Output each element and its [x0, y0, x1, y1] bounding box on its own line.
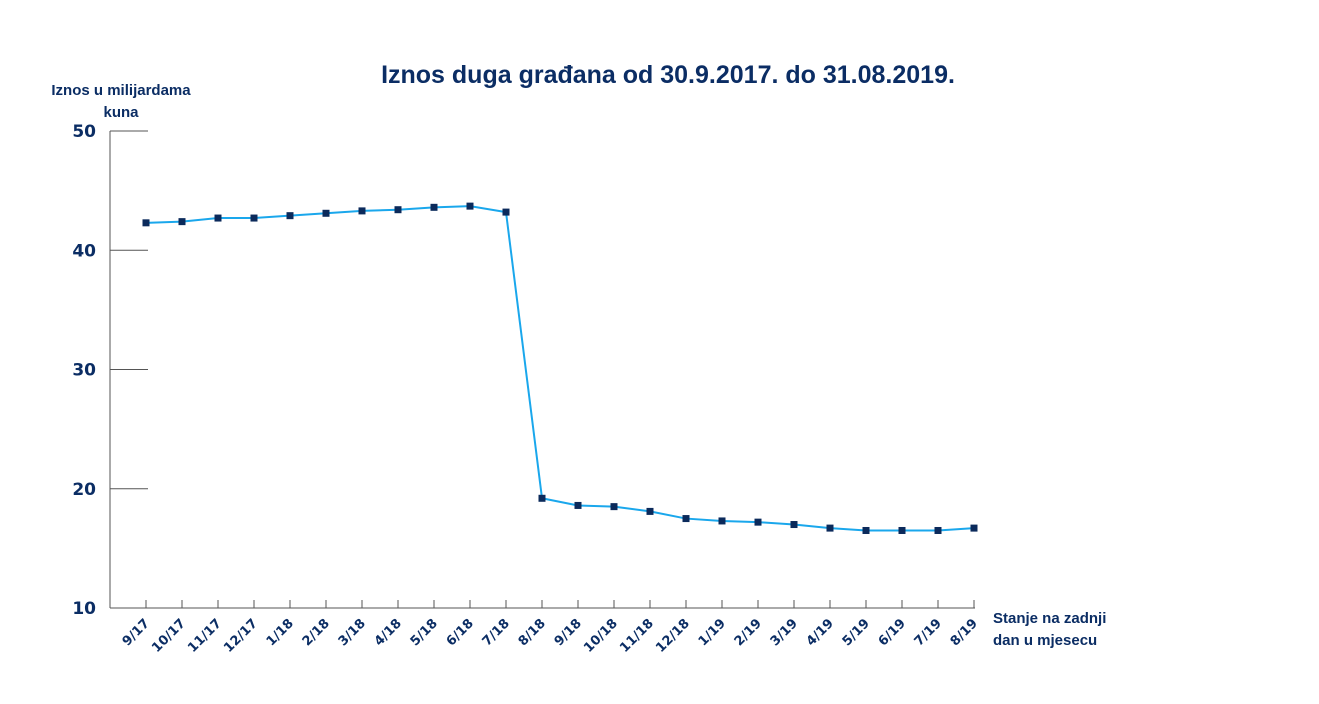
- data-point-marker: [826, 524, 834, 532]
- x-tick-label: 3/19: [768, 616, 801, 649]
- x-tick-label: 2/19: [732, 616, 765, 649]
- x-tick-label: 6/18: [444, 616, 477, 649]
- data-point-marker: [466, 202, 474, 210]
- data-point-marker: [502, 208, 510, 216]
- x-tick-label: 11/18: [617, 616, 657, 656]
- x-tick-label: 9/17: [120, 616, 153, 649]
- data-point-marker: [970, 524, 978, 532]
- x-axis-label-line-2: dan u mjesecu: [993, 632, 1097, 649]
- x-tick-label: 2/18: [300, 616, 333, 649]
- data-point-marker: [358, 207, 366, 215]
- x-tick-label: 6/19: [876, 616, 909, 649]
- y-tick-label: 20: [72, 480, 96, 500]
- data-point-marker: [250, 214, 258, 222]
- data-point-marker: [322, 209, 330, 217]
- x-tick-label: 10/18: [581, 616, 621, 656]
- x-tick-label: 7/19: [912, 616, 945, 649]
- x-tick-label: 8/19: [948, 616, 981, 649]
- data-point-marker: [610, 503, 618, 511]
- y-tick-label: 40: [72, 241, 96, 261]
- data-point-marker: [538, 494, 546, 502]
- x-tick-label: 12/17: [221, 616, 261, 656]
- data-point-marker: [790, 521, 798, 529]
- data-point-marker: [430, 203, 438, 211]
- x-tick-label: 9/18: [552, 616, 585, 649]
- data-point-marker: [754, 518, 762, 526]
- x-tick-label: 5/19: [840, 616, 873, 649]
- data-point-marker: [934, 526, 942, 534]
- x-tick-label: 4/19: [804, 616, 837, 649]
- chart-title: Iznos duga građana od 30.9.2017. do 31.0…: [381, 61, 955, 89]
- data-point-marker: [862, 526, 870, 534]
- x-tick-label: 8/18: [516, 616, 549, 649]
- x-tick-label: 3/18: [336, 616, 369, 649]
- x-axis-label-line-1: Stanje na zadnji: [993, 610, 1106, 627]
- x-tick-label: 1/18: [264, 616, 297, 649]
- x-tick-label: 12/18: [653, 616, 693, 656]
- y-tick-label: 10: [72, 599, 96, 619]
- y-axis-label-line-1: Iznos u milijardama: [51, 82, 191, 99]
- data-point-marker: [646, 507, 654, 515]
- data-point-marker: [718, 517, 726, 525]
- series-line: [145, 205, 975, 532]
- y-axis-label-line-2: kuna: [103, 104, 139, 121]
- data-point-marker: [682, 515, 690, 523]
- data-point-marker: [394, 206, 402, 214]
- data-point-marker: [178, 218, 186, 226]
- x-tick-label: 1/19: [696, 616, 729, 649]
- x-tick-label: 5/18: [408, 616, 441, 649]
- data-point-marker: [142, 219, 150, 227]
- x-tick-label: 4/18: [372, 616, 405, 649]
- data-point-marker: [574, 501, 582, 509]
- x-tick-label: 11/17: [185, 616, 225, 656]
- y-tick-label: 30: [72, 361, 96, 381]
- data-point-marker: [286, 212, 294, 220]
- data-point-marker: [214, 214, 222, 222]
- data-point-marker: [898, 526, 906, 534]
- x-tick-label: 7/18: [480, 616, 513, 649]
- y-tick-label: 50: [72, 122, 96, 142]
- x-tick-label: 10/17: [149, 616, 189, 656]
